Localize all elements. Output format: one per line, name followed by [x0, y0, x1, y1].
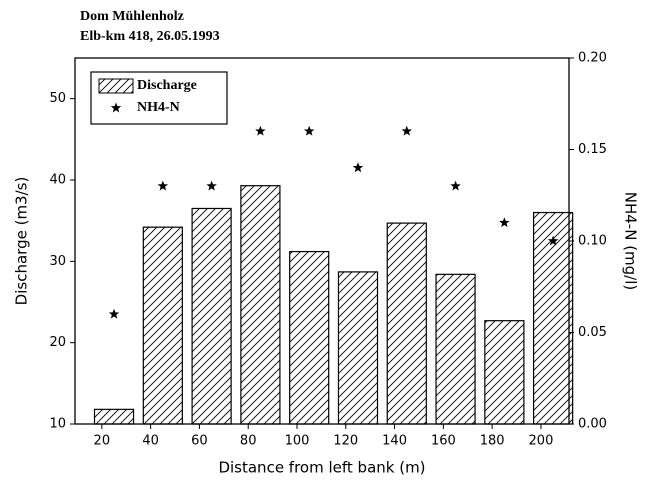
bar	[240, 185, 281, 425]
y2-tick-label: 0.15	[578, 142, 607, 157]
star-point	[401, 125, 412, 136]
star-point	[157, 180, 169, 191]
star-point	[450, 180, 461, 191]
x-tick-label: 120	[333, 434, 358, 449]
bar	[289, 250, 330, 425]
bar	[142, 226, 183, 425]
y2-tick-label: 0.20	[578, 51, 607, 66]
star-point	[108, 308, 120, 319]
y2-axis-title: NH4-N (mg/l)	[622, 192, 640, 291]
y2-tick-label: 0.10	[578, 234, 607, 249]
chart-subtitle: Elb-km 418, 26.05.1993	[80, 29, 220, 44]
bar	[337, 271, 379, 425]
x-tick-label: 180	[480, 434, 505, 449]
legend-label: NH4-N	[137, 100, 180, 115]
star-point	[499, 217, 510, 228]
bar	[191, 207, 232, 425]
x-tick-label: 20	[94, 434, 111, 449]
bar	[484, 320, 525, 425]
bar	[386, 222, 427, 425]
legend-swatch	[98, 78, 134, 94]
x-tick-label: 100	[285, 434, 310, 449]
legend-marker	[110, 102, 122, 113]
y-tick-label: 30	[49, 254, 66, 269]
x-tick-label: 140	[382, 434, 407, 449]
x-tick-label: 200	[529, 434, 554, 449]
x-tick-label: 160	[431, 434, 456, 449]
star-point	[206, 180, 217, 191]
chart-title: Dom Mühlenholz	[80, 9, 184, 24]
y-tick-label: 50	[49, 91, 66, 106]
bar	[533, 211, 574, 425]
x-tick-label: 60	[191, 434, 208, 449]
x-axis-title: Distance from left bank (m)	[218, 459, 425, 477]
star-point	[303, 125, 315, 136]
bar	[435, 273, 476, 425]
bar	[93, 408, 135, 425]
x-tick-label: 80	[240, 434, 257, 449]
y-tick-label: 20	[49, 335, 66, 350]
star-point	[255, 125, 266, 136]
x-tick-label: 40	[142, 434, 159, 449]
legend-label: Discharge	[137, 78, 197, 93]
y-tick-label: 10	[49, 417, 66, 432]
y-axis-title: Discharge (m3/s)	[13, 177, 31, 306]
star-point	[352, 162, 364, 173]
y2-tick-label: 0.00	[578, 417, 607, 432]
y2-tick-label: 0.05	[578, 325, 607, 340]
y-tick-label: 40	[49, 173, 66, 188]
star-point	[547, 235, 559, 246]
